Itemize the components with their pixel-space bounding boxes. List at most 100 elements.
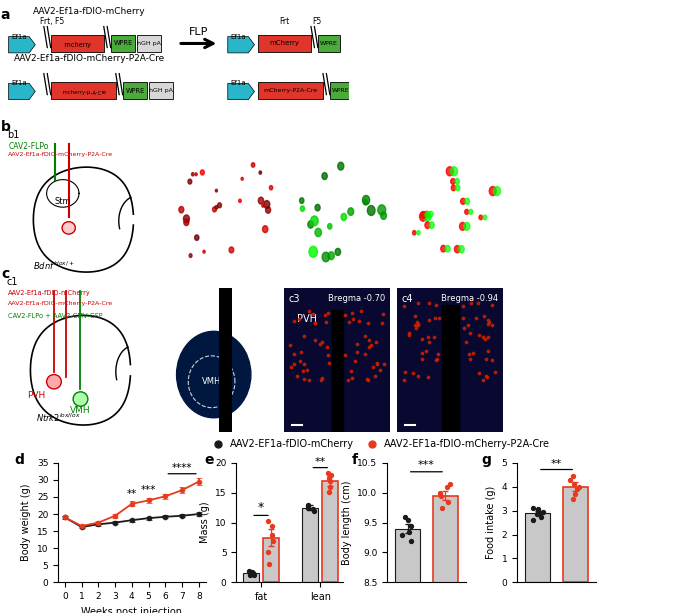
Point [303, 375, 314, 384]
Point [416, 354, 427, 364]
Circle shape [327, 224, 332, 229]
Point [477, 375, 488, 384]
Circle shape [315, 228, 321, 237]
Point [423, 337, 434, 347]
Circle shape [451, 185, 456, 191]
Circle shape [251, 162, 255, 167]
Text: ʎɹɹǝɥɔɯ: ʎɹɹǝɥɔɯ [63, 40, 91, 47]
Circle shape [215, 189, 217, 192]
Point [404, 330, 415, 340]
Circle shape [266, 207, 271, 213]
Text: $Bdnf^{klox/+}$: $Bdnf^{klox/+}$ [33, 260, 75, 272]
Point [536, 512, 547, 522]
Text: WPRE: WPRE [113, 40, 133, 47]
Point [340, 350, 351, 360]
Point [567, 471, 578, 481]
Text: VMH: VMH [202, 377, 221, 386]
Text: c4: c4 [401, 294, 413, 304]
Circle shape [179, 207, 184, 213]
Text: f: f [351, 453, 358, 467]
Text: PVH: PVH [27, 390, 45, 400]
Text: WPRE: WPRE [320, 41, 338, 46]
Point [472, 299, 483, 308]
Point [310, 318, 321, 328]
FancyArrow shape [227, 83, 255, 100]
Point [343, 318, 354, 327]
FancyBboxPatch shape [123, 82, 147, 99]
Point [532, 509, 543, 519]
Text: g: g [482, 453, 492, 467]
Point [245, 570, 256, 580]
Point [266, 530, 277, 539]
Point [377, 309, 388, 319]
Point [303, 306, 314, 316]
Text: a: a [1, 8, 10, 21]
Point [412, 319, 423, 329]
Bar [303, 508, 319, 582]
FancyArrow shape [9, 83, 36, 100]
Point [351, 340, 362, 349]
Text: c3: c3 [288, 294, 300, 304]
Y-axis label: Body length (cm): Body length (cm) [342, 481, 351, 565]
Point [443, 497, 453, 506]
Point [293, 314, 304, 324]
Point [349, 356, 360, 366]
Point [486, 356, 497, 365]
Point [299, 359, 310, 369]
Point [297, 367, 308, 376]
FancyBboxPatch shape [51, 36, 104, 51]
Bar [322, 481, 338, 582]
Bar [243, 573, 259, 582]
Point [484, 318, 495, 327]
Circle shape [424, 212, 431, 221]
Text: ***: *** [418, 460, 435, 470]
Circle shape [309, 246, 317, 257]
Circle shape [192, 173, 194, 176]
Point [567, 494, 578, 504]
Text: PVH: PVH [297, 314, 317, 324]
Circle shape [451, 178, 455, 185]
Point [377, 318, 388, 328]
Text: mCherry-P2A-Cre: mCherry-P2A-Cre [263, 88, 318, 93]
Point [570, 489, 581, 499]
Circle shape [322, 173, 327, 180]
FancyBboxPatch shape [258, 82, 323, 99]
Point [353, 316, 364, 326]
Text: mCherry: mCherry [269, 40, 299, 47]
Point [429, 332, 440, 341]
Point [527, 516, 538, 525]
Text: AAV2-Ef1a-fDIO-mCherry: AAV2-Ef1a-fDIO-mCherry [8, 289, 91, 295]
Text: *: * [258, 501, 264, 514]
Text: AAV2-Ef1a-fDIO-mCherry-P2A-Cre: AAV2-Ef1a-fDIO-mCherry-P2A-Cre [8, 152, 114, 157]
Point [378, 359, 389, 368]
Point [408, 368, 419, 378]
Text: c1: c1 [7, 276, 18, 287]
Point [325, 470, 336, 479]
Circle shape [73, 392, 88, 406]
Text: hGH pA: hGH pA [137, 41, 161, 46]
Point [342, 375, 353, 384]
Point [324, 358, 335, 368]
Circle shape [238, 199, 241, 202]
Point [412, 371, 423, 381]
Point [371, 338, 382, 348]
Point [308, 506, 319, 516]
Point [532, 504, 543, 514]
Point [288, 316, 299, 326]
Circle shape [429, 211, 433, 217]
Text: ǝɹƆ-∀²d-ʎɹɹǝɥɔɯ: ǝɹƆ-∀²d-ʎɹɹǝɥɔɯ [61, 88, 105, 93]
Polygon shape [442, 305, 459, 432]
Bar [395, 528, 420, 613]
Text: AAV2-Ef1a-fDIO-mCherry-P2A-Cre: AAV2-Ef1a-fDIO-mCherry-P2A-Cre [14, 53, 164, 63]
Legend: AAV2-EF1a-fDIO-mCherry, AAV2-EF1a-fDIO-mCherry-P2A-Cre: AAV2-EF1a-fDIO-mCherry, AAV2-EF1a-fDIO-m… [210, 435, 554, 454]
Point [347, 308, 358, 318]
Point [262, 547, 273, 557]
Circle shape [425, 211, 430, 218]
Text: Stm: Stm [55, 197, 71, 206]
Circle shape [310, 216, 319, 226]
Circle shape [451, 167, 458, 176]
Point [430, 356, 441, 365]
Point [477, 332, 488, 341]
FancyBboxPatch shape [397, 288, 503, 432]
Point [412, 320, 423, 330]
